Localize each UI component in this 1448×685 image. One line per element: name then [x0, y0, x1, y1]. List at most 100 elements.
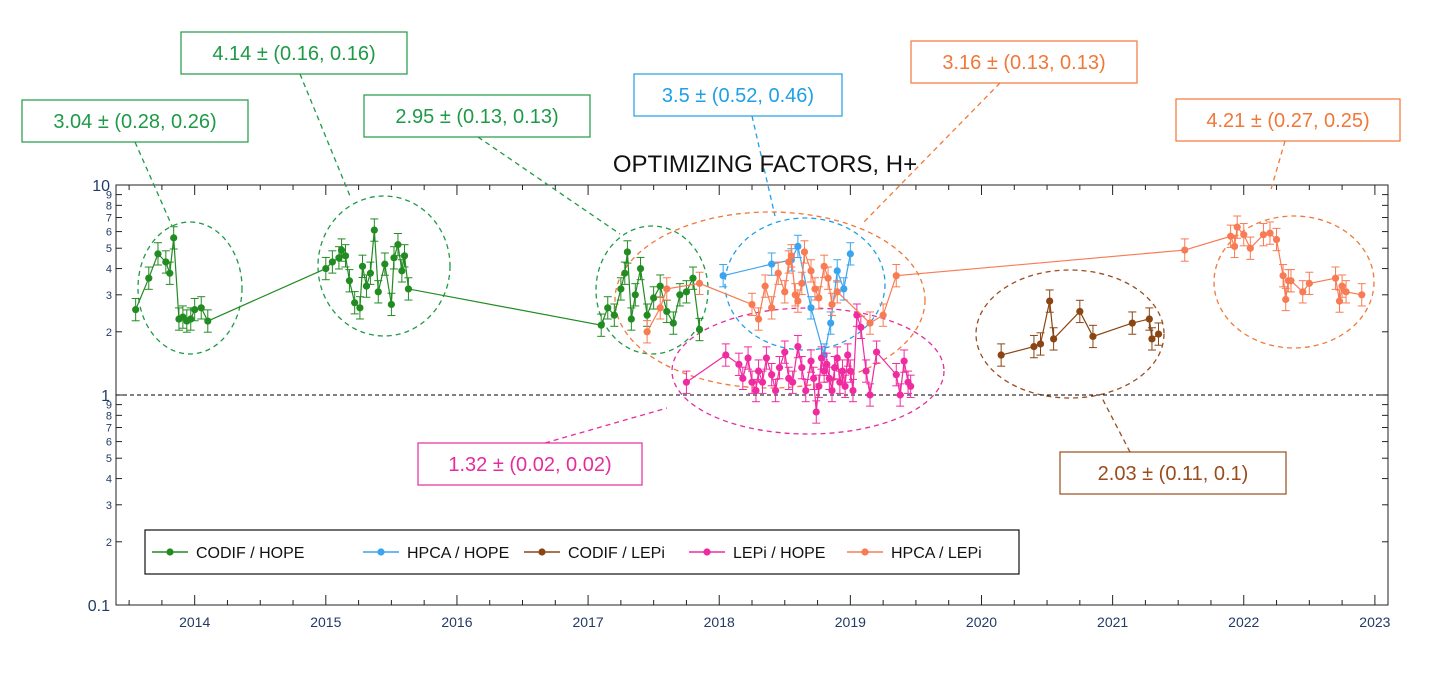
data-point — [794, 343, 802, 351]
data-point — [132, 306, 140, 314]
data-point — [828, 300, 836, 309]
data-point — [748, 378, 756, 386]
data-point — [682, 378, 691, 386]
data-point — [1240, 231, 1248, 239]
chart-title: OPTIMIZING FACTORS, H+ — [613, 151, 917, 178]
data-point — [833, 267, 841, 275]
annotations-layer: 3.04 ± (0.28, 0.26) 4.14 ± (0.16, 0.16) 2.… — [21, 31, 1401, 495]
annotation-box — [1059, 451, 1287, 495]
y-minor-tick-label: 2 — [106, 537, 112, 549]
data-point — [800, 248, 809, 256]
data-point — [1181, 246, 1189, 254]
data-point — [828, 386, 836, 395]
cluster-ellipse — [1213, 215, 1375, 349]
data-point — [866, 391, 874, 399]
annotation-leader — [544, 407, 668, 444]
annotation-leader — [299, 73, 351, 197]
cluster-ellipse — [671, 307, 945, 435]
y-minor-tick-label: 9 — [106, 190, 112, 202]
cluster-ellipse — [317, 195, 451, 337]
data-point — [798, 279, 806, 287]
annotation-label: 1.32 ± (0.02, 0.02) — [448, 454, 611, 476]
annotation-leader — [751, 115, 776, 217]
series-CODIF / LEPi — [997, 289, 1163, 367]
y-minor-tick-label: 5 — [106, 453, 112, 465]
data-point — [768, 371, 776, 379]
data-point — [833, 354, 841, 362]
y-minor-tick-label: 4 — [106, 474, 112, 486]
data-point — [404, 285, 413, 293]
data-point — [695, 325, 704, 334]
annotation-box — [910, 40, 1138, 84]
data-point — [866, 319, 874, 327]
annotation-leader — [1101, 397, 1131, 453]
data-point — [798, 364, 806, 372]
data-point — [617, 285, 625, 293]
data-point — [896, 391, 904, 399]
y-tick-label: 0.1 — [88, 598, 110, 615]
y-minor-tick-label: 5 — [106, 243, 112, 255]
data-point — [722, 351, 730, 359]
data-point — [820, 367, 828, 375]
series-layer — [131, 215, 1366, 424]
legend: CODIF / HOPE HPCA / HOPE CODIF / LEPi LEPi … — [144, 529, 1020, 575]
data-point — [768, 304, 776, 312]
data-point — [841, 382, 849, 390]
y-tick-label: 1 — [101, 388, 110, 405]
data-point — [1259, 231, 1268, 239]
data-point — [862, 367, 870, 375]
data-point — [849, 386, 857, 395]
annotation-box — [21, 99, 249, 143]
x-tick-label: 2021 — [1097, 614, 1128, 630]
data-point — [791, 291, 799, 299]
data-point — [663, 285, 671, 293]
data-point — [768, 260, 776, 268]
data-point — [824, 274, 832, 282]
data-point — [170, 234, 178, 242]
data-point — [840, 285, 848, 293]
annotation-label: 2.03 ± (0.11, 0.1) — [1098, 463, 1249, 485]
data-point — [154, 250, 162, 258]
data-point — [794, 242, 802, 251]
data-point — [735, 360, 743, 368]
data-point — [872, 348, 881, 356]
data-point — [597, 321, 605, 329]
data-point — [879, 311, 887, 319]
data-point — [785, 258, 793, 266]
data-point — [650, 294, 658, 302]
data-point — [789, 378, 797, 386]
data-point — [807, 357, 815, 365]
data-point — [643, 328, 651, 336]
data-point — [754, 315, 763, 323]
data-point — [820, 262, 828, 270]
data-point — [656, 282, 664, 290]
legend-label: CODIF / LEPi — [568, 545, 665, 562]
data-point — [810, 374, 818, 382]
data-point — [1246, 244, 1254, 252]
data-point — [853, 311, 861, 319]
data-point — [191, 306, 199, 314]
legend-swatch-marker — [377, 548, 385, 556]
data-point — [781, 288, 789, 296]
data-point — [1089, 332, 1097, 341]
annotation-box — [633, 73, 843, 117]
y-minor-tick-label: 7 — [106, 423, 112, 435]
data-point — [1331, 274, 1340, 282]
legend-swatch-marker — [861, 548, 869, 556]
data-point — [610, 311, 618, 319]
series-line — [686, 314, 912, 413]
data-point — [362, 282, 371, 290]
data-point — [781, 348, 789, 356]
data-point — [682, 288, 691, 296]
series-CODIF / HOPE — [131, 218, 704, 342]
data-point — [627, 315, 635, 323]
annotation-label: 2.95 ± (0.13, 0.13) — [395, 106, 558, 128]
series-line — [646, 225, 1362, 333]
y-minor-tick-label: 6 — [106, 227, 112, 239]
data-point — [815, 382, 823, 390]
annotation-leader — [477, 136, 621, 235]
data-point — [748, 300, 756, 309]
legend-label: CODIF / HOPE — [196, 545, 304, 562]
annotation-leader — [1269, 140, 1286, 194]
